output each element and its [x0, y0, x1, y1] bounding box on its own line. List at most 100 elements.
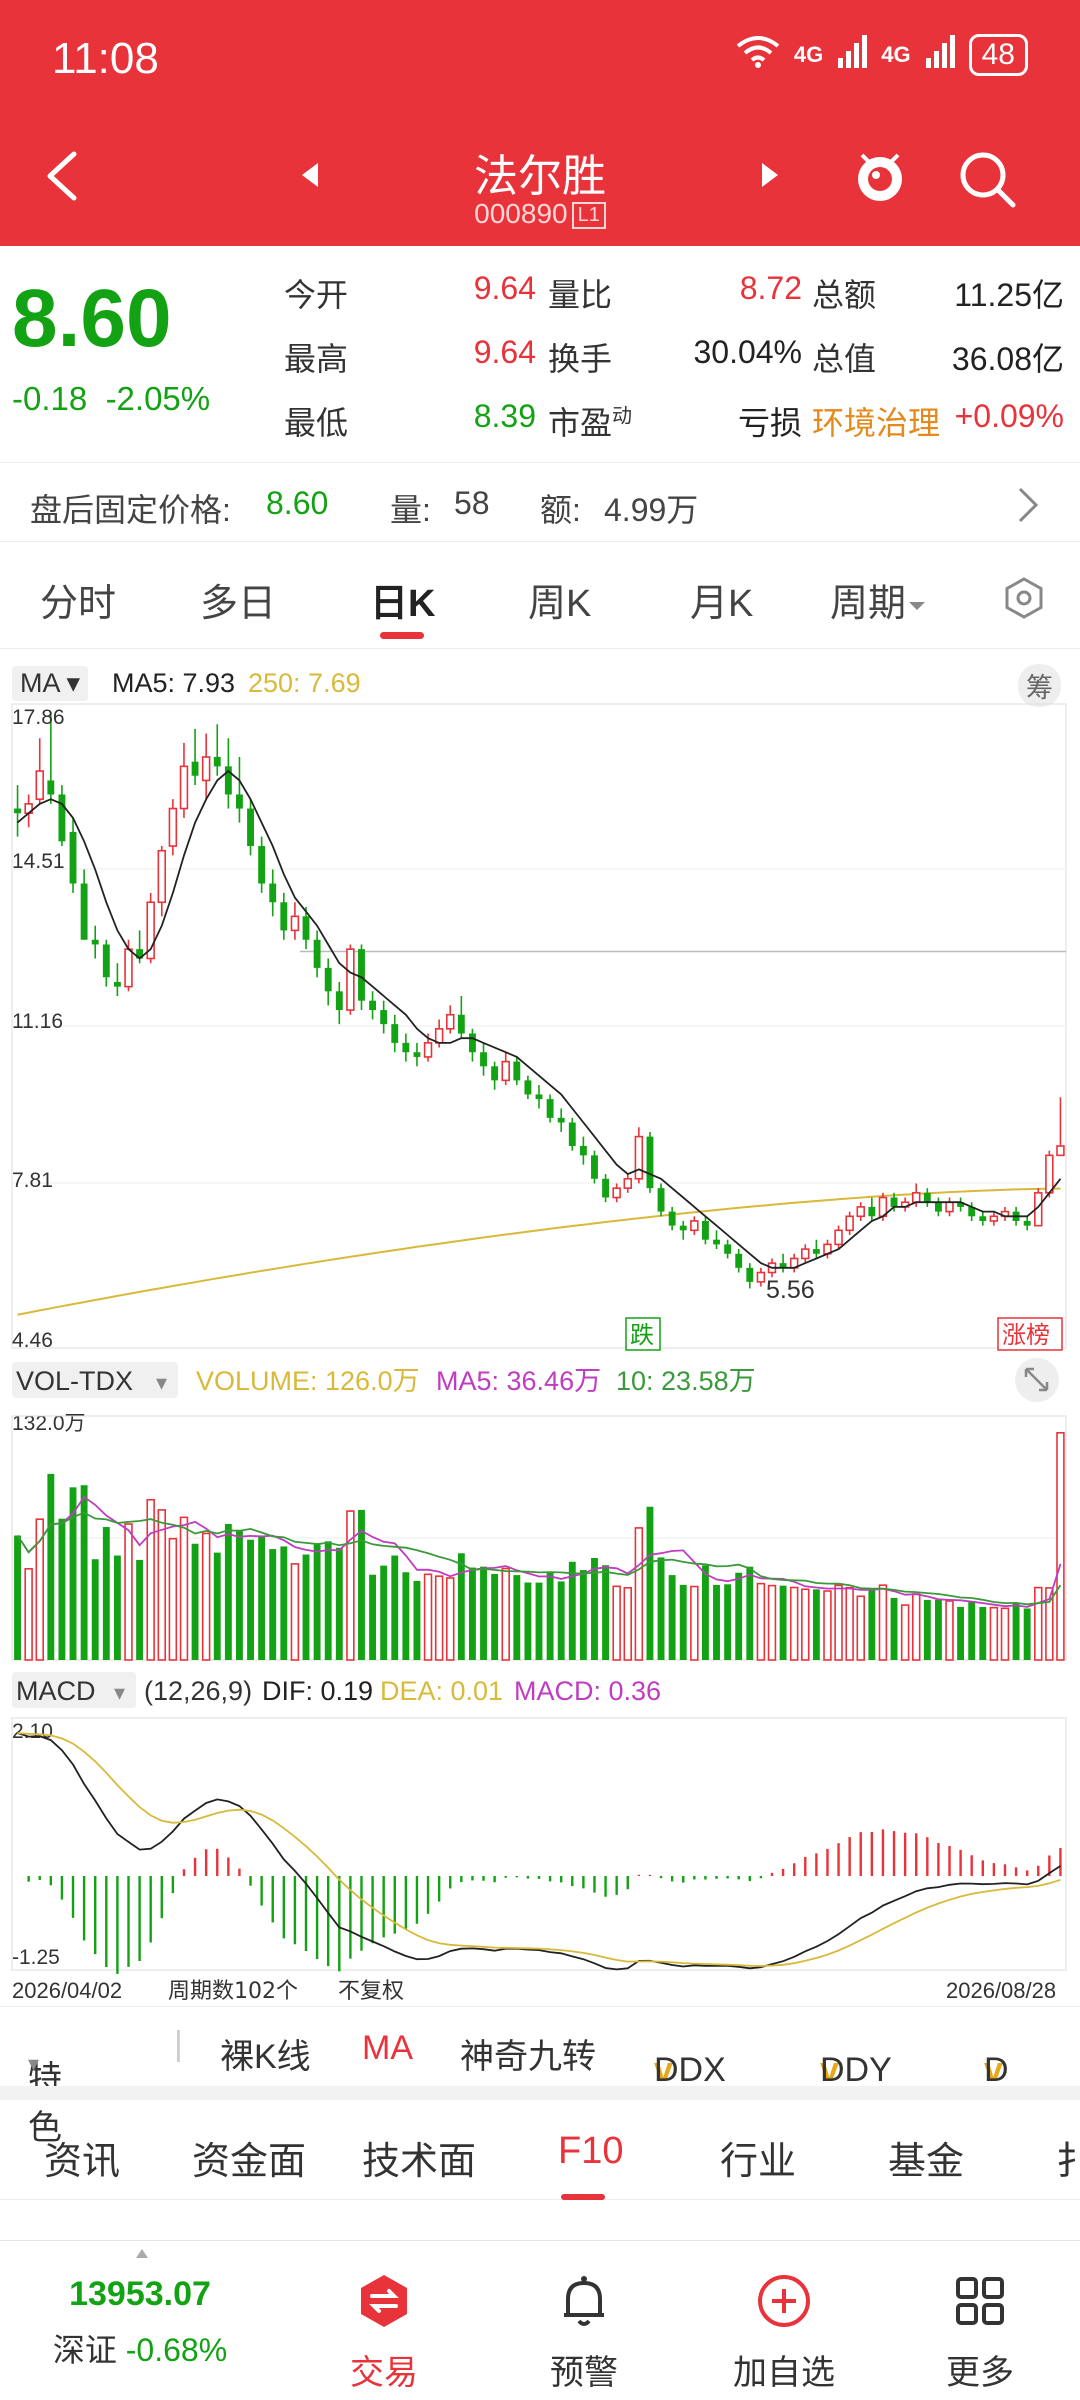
vol-ma10-readout: 10: 23.58万 — [616, 1366, 756, 1396]
volume-bar-down — [335, 1547, 343, 1660]
tab-daily-k[interactable]: 日K — [370, 583, 436, 625]
chevron-right-icon — [1018, 487, 1039, 523]
open-value: 9.64 — [473, 270, 536, 306]
date-row: 2026/04/02 周期数102个 不复权 2026/08/28 — [12, 1978, 1056, 2004]
candle-body-up — [856, 1206, 865, 1218]
tab-fund[interactable]: 基金 — [888, 2141, 965, 2183]
nav-more[interactable]: 更多 — [880, 2241, 1080, 2400]
tab-intraday[interactable]: 分时 — [40, 583, 117, 625]
kline-chart[interactable]: 17.86 14.51 11.16 7.81 4.46 5.56 跌 涨榜 VO… — [0, 640, 1080, 2006]
candle-body-down — [302, 916, 310, 940]
volume-bar-up — [157, 1509, 167, 1661]
pe-value: 亏损 — [737, 405, 802, 441]
bottom-nav: 13953.07 深证 -0.68% 交易 预警 加自选 更多 — [0, 2240, 1080, 2400]
tab-multi-day[interactable]: 多日 — [200, 583, 277, 625]
header: 11:08 4G 4G 48 法尔胜 000890 L1 — [0, 0, 1080, 246]
tab-monthly-k[interactable]: 月K — [690, 583, 754, 625]
open-label: 今开 — [284, 277, 349, 313]
divider: | — [174, 2025, 183, 2063]
v-icon: v — [820, 2051, 839, 2089]
robot-assistant-button[interactable] — [850, 145, 910, 205]
volume-bar-up — [845, 1586, 854, 1661]
volume-bar-down — [513, 1575, 521, 1660]
volume-readout: VOLUME: 126.0万 — [196, 1366, 420, 1396]
tab-weekly-k[interactable]: 周K — [528, 583, 592, 625]
tab-more-partial[interactable]: 扌 — [1056, 2141, 1080, 2183]
tab-news[interactable]: 资讯 — [44, 2141, 121, 2183]
candle-body-down — [579, 1145, 587, 1156]
volume-bar-up — [1000, 1607, 1010, 1661]
index-ticker[interactable]: 13953.07 深证 -0.68% — [40, 2241, 240, 2400]
price-axis-2: 14.51 — [12, 850, 65, 873]
tab-f10[interactable]: F10 — [558, 2130, 624, 2172]
plus-circle-icon — [758, 2275, 810, 2327]
volume-bar-up — [434, 1575, 444, 1661]
candle-body-down — [602, 1178, 610, 1198]
nav-alert[interactable]: 预警 — [484, 2241, 684, 2400]
candle-body-down — [457, 1014, 465, 1034]
macd-caret: ▾ — [114, 1681, 125, 1706]
candle-body-down — [213, 756, 221, 767]
nav-trade[interactable]: 交易 — [284, 2241, 484, 2400]
after-hours-price: 8.60 — [266, 485, 329, 521]
volume-bar-down — [657, 1557, 665, 1660]
back-button[interactable] — [36, 146, 96, 206]
style-ma[interactable]: MA — [362, 2029, 413, 2067]
chip-button[interactable]: 筹 — [1018, 664, 1061, 707]
sector-name[interactable]: 环境治理 — [812, 405, 941, 441]
tab-period[interactable]: 周期 — [830, 572, 928, 627]
volume-bar-up — [35, 1518, 44, 1661]
volume-bar-up — [623, 1586, 632, 1661]
volume-bar-down — [535, 1582, 543, 1660]
expand-button[interactable] — [1015, 1358, 1059, 1402]
candle-body-down — [280, 902, 288, 931]
tab-industry[interactable]: 行业 — [720, 2141, 797, 2183]
prev-stock-button[interactable] — [296, 160, 326, 190]
next-stock-button[interactable] — [754, 160, 784, 190]
style-bar: 特色 ▾ | 裸K线 MA 神奇九转 v DDX v DDY v D — [0, 2006, 1080, 2147]
volume-bar-down — [524, 1582, 532, 1660]
ma-indicator-bar: MA ▾ MA5: 7.93 250: 7.69 筹 — [0, 660, 1080, 707]
price-axis-4: 7.81 — [12, 1169, 53, 1192]
period-count: 周期数102个 — [168, 1979, 298, 2004]
caret-down-icon: ▾ — [28, 2051, 40, 2076]
hexagon-settings-icon[interactable] — [1002, 576, 1046, 620]
volume-bar-up — [179, 1516, 189, 1661]
nav-add-watchlist-label: 加自选 — [733, 2354, 835, 2392]
candle-body-up — [446, 1013, 455, 1030]
tag-rank[interactable]: 涨榜 — [997, 1317, 1063, 1351]
style-magic-nine[interactable]: 神奇九转 — [460, 2038, 596, 2076]
volume-bar-up — [801, 1588, 810, 1661]
candle-body-down — [335, 991, 343, 1011]
volume-bar-down — [91, 1559, 99, 1660]
nav-alert-label: 预警 — [550, 2354, 618, 2392]
volume-bar-up — [124, 1523, 133, 1661]
tag-fall[interactable]: 跌 — [625, 1317, 661, 1351]
ma250-readout: 250: 7.69 — [248, 668, 361, 698]
date-end: 2026/08/28 — [946, 1978, 1056, 2003]
volume-bar-down — [735, 1572, 743, 1660]
dif-readout: DIF: 0.19 — [262, 1676, 373, 1706]
tab-technical[interactable]: 技术面 — [362, 2141, 477, 2183]
volume-header: VOL-TDX ▾ VOLUME: 126.0万 MA5: 36.46万 10:… — [12, 1362, 756, 1435]
candle-body-down — [968, 1206, 976, 1217]
volume-bar-down — [269, 1549, 277, 1660]
candle-body-down — [468, 1033, 476, 1053]
stock-code-row: 000890 L1 — [0, 198, 1080, 230]
candle-body-down — [91, 939, 99, 945]
volume-bar-down — [80, 1485, 88, 1660]
low-label: 最低 — [284, 405, 349, 441]
ma-select[interactable]: MA ▾ — [12, 666, 89, 701]
volume-bar-down — [979, 1607, 987, 1660]
volume-bar-up — [290, 1563, 300, 1661]
tab-capital[interactable]: 资金面 — [192, 2141, 307, 2183]
macd-readout: MACD: 0.36 — [514, 1676, 661, 1706]
after-hours-row[interactable]: 盘后固定价格: 8.60 量: 58 额: 4.99万 — [0, 462, 1080, 542]
volume-bar-down — [457, 1553, 465, 1660]
search-button[interactable] — [956, 148, 1018, 210]
style-naked-k[interactable]: 裸K线 — [220, 2038, 311, 2076]
caret-down-icon — [909, 602, 926, 610]
macd-header: MACD ▾ (12,26,9) DIF: 0.19 DEA: 0.01 MAC… — [12, 1672, 661, 1969]
level-badge: L1 — [571, 202, 606, 230]
nav-add-watchlist[interactable]: 加自选 — [684, 2241, 884, 2400]
